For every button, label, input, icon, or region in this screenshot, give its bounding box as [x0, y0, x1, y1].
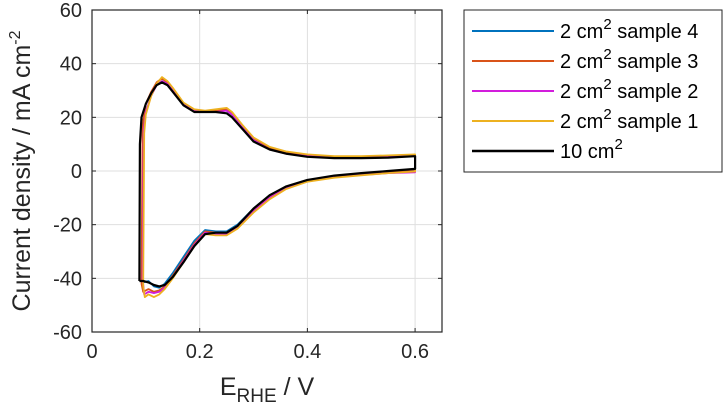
x-axis-label-subscript: RHE — [237, 386, 277, 407]
x-axis-label: ERHE / V — [220, 373, 315, 407]
legend-box — [463, 9, 723, 173]
y-tick-label: 60 — [60, 0, 82, 22]
legend-entry-label: 10 cm2 — [560, 136, 623, 163]
y-tick-label: -40 — [53, 268, 82, 290]
y-tick-label: 40 — [60, 54, 82, 76]
legend-entry-label: 2 cm2 sample 1 — [560, 106, 698, 133]
x-axis-label-unit: / V — [277, 373, 315, 401]
y-axis-label-superscript: -2 — [7, 30, 24, 44]
legend-entry-label: 2 cm2 sample 4 — [560, 16, 698, 43]
series-line — [140, 77, 416, 293]
x-tick-label: 0.4 — [293, 341, 321, 363]
x-axis-label-main: E — [220, 373, 237, 401]
series-line — [138, 81, 417, 288]
legend-entry-label: 2 cm2 sample 2 — [560, 76, 698, 103]
y-axis-label: Current density / mA cm-2 — [7, 30, 36, 311]
x-tick-label: 0 — [86, 341, 97, 363]
series-line — [142, 76, 416, 298]
series-layer — [138, 76, 417, 298]
axis-ticks: 0 0.2 0.4 0.6 -60 -40 -20 0 20 40 60 — [53, 0, 442, 363]
x-tick-label: 0.6 — [401, 341, 429, 363]
x-tick-label: 0.2 — [186, 341, 214, 363]
y-tick-label: -20 — [53, 215, 82, 237]
y-tick-label: 0 — [71, 161, 82, 183]
legend-entry-label: 2 cm2 sample 3 — [560, 46, 698, 73]
y-tick-label: 20 — [60, 107, 82, 129]
y-tick-label: -60 — [53, 322, 82, 344]
series-line — [141, 80, 416, 289]
y-axis-label-main: Current density / mA cm — [8, 45, 36, 312]
legend: 2 cm2 sample 4 2 cm2 sample 3 2 cm2 sample… — [463, 9, 723, 173]
